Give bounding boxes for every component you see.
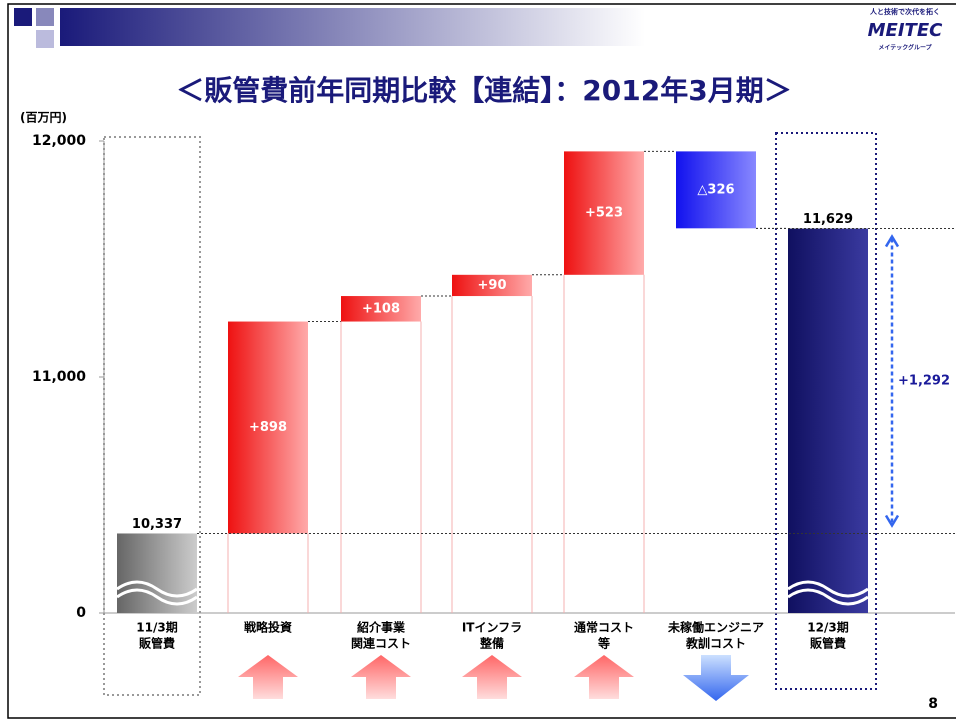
arrow-head (884, 514, 900, 528)
bar (788, 228, 868, 613)
x-tick-label: 通常コスト (574, 620, 634, 635)
bar (117, 533, 197, 613)
bar (228, 321, 308, 534)
value-label: △326 (697, 182, 734, 197)
y-axis-label: (百万円) (20, 111, 67, 125)
y-tick-label: 0 (76, 605, 86, 621)
x-tick-label: 整備 (479, 636, 504, 651)
logo-group: メイテックグループ (878, 44, 932, 52)
x-tick-label: 未稼働エンジニア (667, 620, 764, 635)
up-arrow (574, 655, 634, 699)
chart-title: ＜販管費前年同期比較【連結】：2012年3月期＞ (176, 74, 791, 107)
up-arrow (351, 655, 411, 699)
x-tick-label: 等 (597, 636, 610, 651)
x-tick-label: 教訓コスト (685, 636, 746, 651)
highlight-box (103, 136, 201, 696)
up-arrow (238, 655, 298, 699)
value-label: +90 (478, 278, 507, 293)
value-label: 11,629 (803, 212, 853, 227)
bar (341, 296, 421, 322)
x-tick-label: 紹介事業 (357, 620, 406, 635)
value-label: +898 (249, 420, 287, 435)
value-label: +523 (585, 206, 623, 221)
bar (676, 151, 756, 229)
tagline: 人と技術で次代を拓く (870, 7, 940, 16)
x-tick-label: ITインフラ (462, 621, 522, 635)
x-tick-label: 関連コスト (351, 636, 411, 651)
deco-square (36, 30, 54, 48)
x-tick-label: 11/3期 (136, 620, 177, 635)
highlight-box (775, 132, 877, 690)
y-tick-label: 11,000 (32, 369, 86, 385)
down-arrow (683, 655, 749, 701)
value-label: 10,337 (132, 517, 182, 532)
axis-break (116, 580, 198, 606)
y-tick-label: 12,000 (32, 133, 86, 149)
bar (564, 151, 644, 275)
value-label: +108 (362, 301, 400, 316)
slide-frame (7, 3, 956, 719)
header-band (60, 8, 840, 46)
bar (452, 274, 532, 297)
logo: MEITEC (868, 20, 943, 41)
x-tick-label: 12/3期 (807, 620, 848, 635)
deco-square (14, 8, 32, 26)
deco-square (36, 8, 54, 26)
arrow-head (884, 234, 900, 248)
annotation: +1,292 (898, 374, 950, 389)
x-tick-label: 戦略投資 (244, 620, 292, 635)
axis-break (787, 580, 869, 606)
page-number: 8 (928, 696, 938, 712)
x-tick-label: 販管費 (139, 636, 175, 651)
x-tick-label: 販管費 (810, 636, 846, 651)
up-arrow (462, 655, 522, 699)
